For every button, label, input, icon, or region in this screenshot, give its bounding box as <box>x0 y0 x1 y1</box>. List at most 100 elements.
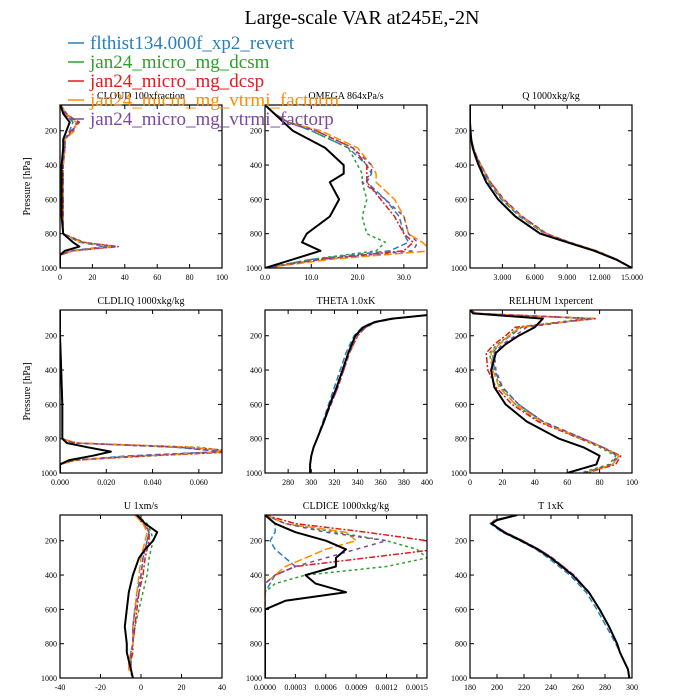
x-tick-label: 300 <box>626 683 638 692</box>
legend-entry: jan24_micro_mg_dcsm <box>89 52 270 73</box>
y-tick-label: 600 <box>455 400 467 409</box>
x-tick-label: 180 <box>464 683 476 692</box>
series-line-1 <box>470 310 620 473</box>
y-tick-label: 400 <box>250 571 262 580</box>
x-tick-label: 60 <box>563 478 571 487</box>
y-tick-label: 600 <box>45 400 57 409</box>
x-tick-label: -40 <box>55 683 66 692</box>
series-line-1 <box>489 515 631 678</box>
series-line-4 <box>309 314 427 473</box>
x-tick-label: 0.0003 <box>284 683 306 692</box>
y-tick-label: 800 <box>455 435 467 444</box>
y-axis-label: Pressure [hPa] <box>22 362 33 420</box>
y-tick-label: 800 <box>455 640 467 649</box>
y-tick-label: 600 <box>250 195 262 204</box>
series-line-control <box>60 105 81 268</box>
y-tick-label: 800 <box>455 230 467 239</box>
plot-frame <box>469 309 633 474</box>
series-line-1 <box>265 515 297 678</box>
y-tick-label: 1000 <box>246 264 262 273</box>
y-tick-label: 400 <box>250 161 262 170</box>
y-tick-label: 200 <box>455 537 467 546</box>
y-tick-label: 200 <box>455 127 467 136</box>
y-tick-label: 1000 <box>41 674 57 683</box>
legend-entry: jan24_micro_mg_vtrmi_factorm <box>89 90 339 111</box>
panel-6: U 1xm/s 200 400 600 800 1000-40 -20 0 20 40 <box>41 501 226 692</box>
figure-title: Large-scale VAR at245E,-2N <box>245 7 480 29</box>
series-line-5 <box>60 105 115 268</box>
x-tick-label: 360 <box>375 478 387 487</box>
series-line-3 <box>470 310 622 473</box>
y-tick-label: 1000 <box>451 674 467 683</box>
series-line-2 <box>490 515 631 678</box>
series-line-control <box>123 515 159 678</box>
x-tick-label: 0.040 <box>144 478 162 487</box>
series-line-5 <box>265 515 388 678</box>
series-line-5 <box>470 310 619 473</box>
x-tick-label: 0.0 <box>260 273 270 282</box>
x-tick-label: 40 <box>531 478 539 487</box>
x-tick-label: 80 <box>596 478 604 487</box>
x-tick-label: 20.0 <box>351 273 365 282</box>
y-tick-label: 800 <box>250 640 262 649</box>
plot-frame <box>59 104 223 269</box>
series-line-3 <box>265 515 427 678</box>
series-line-4 <box>60 310 222 473</box>
y-tick-label: 800 <box>45 230 57 239</box>
y-tick-label: 600 <box>250 605 262 614</box>
plot-frame <box>59 309 223 474</box>
x-tick-label: 340 <box>352 478 364 487</box>
series-line-4 <box>265 515 357 678</box>
x-tick-label: 0.000 <box>51 478 69 487</box>
panel-title: CLOUD 100xfraction <box>97 91 185 102</box>
y-tick-label: 200 <box>250 332 262 341</box>
x-tick-label: 100 <box>216 273 228 282</box>
series-line-2 <box>470 310 617 473</box>
x-tick-label: 300 <box>305 478 317 487</box>
y-tick-label: 600 <box>455 605 467 614</box>
x-tick-label: 0.0012 <box>376 683 398 692</box>
series-line-5 <box>60 310 222 473</box>
x-tick-label: 30.0 <box>397 273 411 282</box>
panel-title: T 1xK <box>538 501 564 512</box>
x-tick-label: 40 <box>121 273 129 282</box>
y-tick-label: 400 <box>45 366 57 375</box>
series-line-1 <box>309 314 427 473</box>
series-line-control <box>309 314 427 473</box>
series-line-2 <box>265 515 427 678</box>
x-tick-label: 0.0006 <box>315 683 337 692</box>
x-tick-label: 380 <box>398 478 410 487</box>
series-line-control <box>60 310 112 473</box>
x-tick-label: 15.000 <box>621 273 643 282</box>
x-tick-label: 0 <box>468 478 472 487</box>
y-tick-label: 600 <box>455 195 467 204</box>
series-line-4 <box>60 105 113 268</box>
series-line-3 <box>309 314 427 473</box>
series-line-3 <box>490 515 631 678</box>
series-line-5 <box>309 314 427 473</box>
y-tick-label: 200 <box>250 127 262 136</box>
x-tick-label: -20 <box>95 683 106 692</box>
series-line-2 <box>309 314 427 473</box>
series-line-control <box>265 515 347 678</box>
panel-2: Q 1000xkg/kg 200 400 600 800 1000 3.000 6.000 9.… <box>451 91 643 282</box>
y-tick-label: 800 <box>45 435 57 444</box>
x-tick-label: 6.000 <box>526 273 544 282</box>
x-tick-label: 20 <box>498 478 506 487</box>
x-tick-label: 280 <box>282 478 294 487</box>
series-line-4 <box>490 515 631 678</box>
series-line-3 <box>470 105 632 268</box>
x-tick-label: 0.0015 <box>406 683 428 692</box>
legend-entry: jan24_micro_mg_vtrmi_factorp <box>89 109 334 130</box>
y-tick-label: 400 <box>455 161 467 170</box>
series-line-5 <box>130 515 150 678</box>
series-line-2 <box>60 310 222 473</box>
y-tick-label: 200 <box>45 127 57 136</box>
x-tick-label: 0.020 <box>97 478 115 487</box>
x-tick-label: 320 <box>328 478 340 487</box>
legend: flthist134.000f_xp2_revertjan24_micro_mg… <box>68 33 339 130</box>
x-tick-label: 10.0 <box>304 273 318 282</box>
